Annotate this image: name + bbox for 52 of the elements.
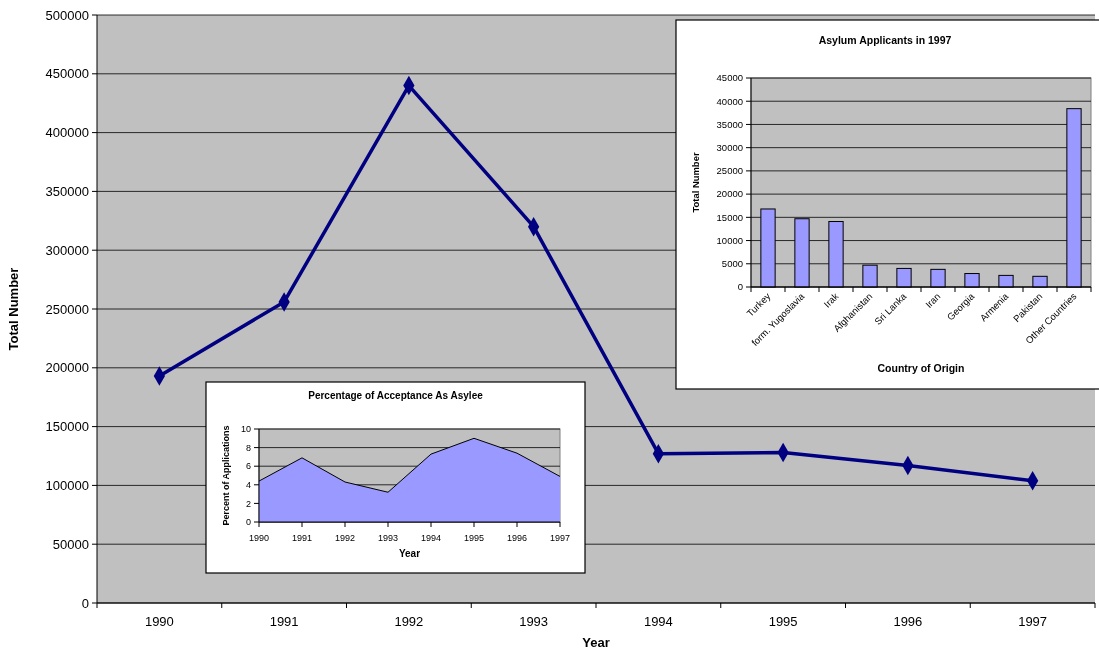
chart-title: Asylum Applicants in 1997	[818, 34, 952, 46]
y-tick-label: 250000	[45, 301, 89, 317]
x-tick-label: Iran	[923, 290, 943, 310]
x-tick-label: 1994	[643, 614, 673, 629]
y-tick-label: 15000	[716, 211, 743, 223]
x-tick-label: 1993	[377, 533, 399, 543]
y-tick-label: 0	[81, 595, 89, 611]
y-tick-label: 2	[245, 498, 251, 509]
chart-title: Percentage of Acceptance As Asylee	[308, 390, 484, 401]
y-tick-label: 450000	[45, 66, 89, 82]
y-tick-label: 200000	[45, 360, 89, 376]
y-tick-label: 10000	[716, 234, 743, 246]
y-tick-label: 0	[737, 281, 743, 293]
y-tick-label: 100000	[45, 477, 89, 493]
y-tick-label: 35000	[716, 118, 743, 130]
y-tick-label: 6	[245, 461, 251, 472]
y-tick-label: 350000	[45, 183, 89, 199]
x-tick-label: 1996	[893, 614, 923, 629]
x-tick-label: 1995	[768, 614, 798, 629]
y-axis-title: Total Number	[690, 152, 701, 213]
y-tick-label: 4	[245, 479, 251, 490]
y-tick-label: 300000	[45, 242, 89, 258]
y-tick-label: 0	[245, 517, 251, 528]
x-tick-label: 1991	[291, 533, 313, 543]
y-tick-label: 150000	[45, 419, 89, 435]
x-tick-label: 1995	[463, 533, 485, 543]
x-tick-label: 1997	[1018, 614, 1048, 629]
y-tick-label: 8	[245, 442, 251, 453]
x-axis-title: Year	[582, 635, 610, 650]
y-tick-label: 400000	[45, 125, 89, 141]
x-tick-label: 1990	[248, 533, 270, 543]
x-tick-label: 1990	[144, 614, 174, 629]
x-tick-label: 1997	[549, 533, 571, 543]
x-tick-label: 1991	[269, 614, 299, 629]
x-tick-label: 1993	[519, 614, 549, 629]
y-tick-label: 40000	[716, 95, 743, 107]
x-tick-label: 1992	[394, 614, 424, 629]
y-axis-title: Percent of Applications	[221, 425, 231, 526]
y-tick-label: 50000	[52, 536, 89, 552]
x-tick-label: 1996	[506, 533, 528, 543]
y-tick-label: 10	[240, 424, 251, 435]
y-tick-label: 30000	[716, 141, 743, 153]
x-axis-title: Country of Origin	[877, 362, 965, 374]
y-axis-title: Total Number	[6, 267, 21, 351]
y-tick-label: 25000	[716, 165, 743, 177]
x-axis-title: Year	[398, 548, 421, 559]
y-tick-label: 5000	[721, 258, 743, 270]
x-tick-label: 1992	[334, 533, 356, 543]
y-tick-label: 45000	[716, 72, 743, 84]
y-tick-label: 500000	[45, 7, 89, 23]
x-tick-label: 1994	[420, 533, 442, 543]
y-tick-label: 20000	[716, 188, 743, 200]
